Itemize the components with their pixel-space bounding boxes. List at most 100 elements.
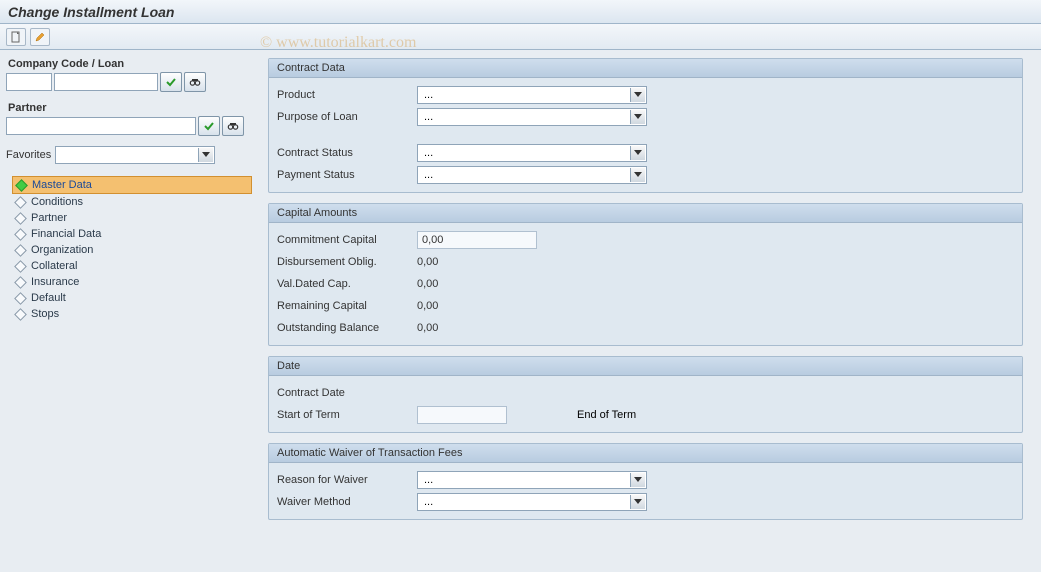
waiver-method-label: Waiver Method (277, 496, 417, 508)
waiver-reason-value: ... (424, 474, 433, 486)
nav-item-label: Master Data (32, 179, 92, 191)
left-panel: Company Code / Loan Partner (0, 50, 260, 572)
waiver-group: Automatic Waiver of Transaction Fees Rea… (268, 443, 1023, 520)
nav-item-label: Organization (31, 244, 93, 256)
nav-collateral[interactable]: Collateral (12, 258, 252, 274)
diamond-icon (14, 292, 27, 305)
contract-status-value: ... (424, 147, 433, 159)
product-value: ... (424, 89, 433, 101)
contract-status-label: Contract Status (277, 147, 417, 159)
diamond-icon (14, 276, 27, 289)
payment-status-value: ... (424, 169, 433, 181)
commitment-input[interactable] (417, 231, 537, 249)
waiver-method-value: ... (424, 496, 433, 508)
company-code-label: Company Code / Loan (6, 58, 252, 70)
nav-organization[interactable]: Organization (12, 242, 252, 258)
disbursement-value: 0,00 (417, 256, 438, 268)
favorites-row: Favorites (6, 146, 252, 164)
disbursement-label: Disbursement Oblig. (277, 256, 417, 268)
nav-default[interactable]: Default (12, 290, 252, 306)
nav-insurance[interactable]: Insurance (12, 274, 252, 290)
favorites-select[interactable] (55, 146, 215, 164)
nav-conditions[interactable]: Conditions (12, 194, 252, 210)
chevron-down-icon (202, 152, 210, 157)
capital-amounts-group: Capital Amounts Commitment Capital Disbu… (268, 203, 1023, 346)
pencil-icon (34, 31, 46, 43)
nav-item-label: Insurance (31, 276, 79, 288)
title-bar: Change Installment Loan (0, 0, 1041, 24)
contract-date-label: Contract Date (277, 387, 417, 399)
main-area: Company Code / Loan Partner (0, 50, 1041, 572)
outstanding-value: 0,00 (417, 322, 438, 334)
toolbar (0, 24, 1041, 50)
valdated-value: 0,00 (417, 278, 438, 290)
chevron-down-icon (634, 150, 642, 155)
payment-status-dropdown[interactable]: ... (417, 166, 647, 184)
date-group: Date Contract Date Start of Term End of … (268, 356, 1023, 433)
end-of-term-label: End of Term (577, 409, 636, 421)
purpose-label: Purpose of Loan (277, 111, 417, 123)
nav-item-label: Conditions (31, 196, 83, 208)
nav-stops[interactable]: Stops (12, 306, 252, 322)
new-doc-button[interactable] (6, 28, 26, 46)
nav-master-data[interactable]: Master Data (12, 176, 252, 194)
company-accept-button[interactable] (160, 72, 182, 92)
diamond-icon (14, 196, 27, 209)
waiver-header: Automatic Waiver of Transaction Fees (269, 444, 1022, 463)
chevron-down-icon (634, 499, 642, 504)
nav-list: Master Data Conditions Partner Financial… (6, 174, 252, 322)
nav-item-label: Default (31, 292, 66, 304)
purpose-dropdown[interactable]: ... (417, 108, 647, 126)
diamond-icon (14, 308, 27, 321)
partner-block: Partner (6, 102, 252, 136)
nav-item-label: Financial Data (31, 228, 101, 240)
partner-input[interactable] (6, 117, 196, 135)
company-block: Company Code / Loan (6, 58, 252, 92)
binoculars-icon (189, 76, 201, 88)
partner-accept-button[interactable] (198, 116, 220, 136)
contract-data-group: Contract Data Product ... Purpose of Loa… (268, 58, 1023, 193)
partner-label: Partner (6, 102, 252, 114)
remaining-value: 0,00 (417, 300, 438, 312)
capital-amounts-header: Capital Amounts (269, 204, 1022, 223)
partner-search-button[interactable] (222, 116, 244, 136)
waiver-reason-dropdown[interactable]: ... (417, 471, 647, 489)
diamond-icon (14, 228, 27, 241)
contract-data-header: Contract Data (269, 59, 1022, 78)
payment-status-label: Payment Status (277, 169, 417, 181)
valdated-label: Val.Dated Cap. (277, 278, 417, 290)
purpose-value: ... (424, 111, 433, 123)
diamond-icon (14, 212, 27, 225)
chevron-down-icon (634, 172, 642, 177)
waiver-method-dropdown[interactable]: ... (417, 493, 647, 511)
chevron-down-icon (634, 477, 642, 482)
start-of-term-label: Start of Term (277, 409, 417, 421)
favorites-label: Favorites (6, 149, 51, 161)
outstanding-label: Outstanding Balance (277, 322, 417, 334)
remaining-label: Remaining Capital (277, 300, 417, 312)
diamond-icon (15, 179, 28, 192)
right-panel: Contract Data Product ... Purpose of Loa… (260, 50, 1041, 572)
edit-button[interactable] (30, 28, 50, 46)
nav-financial-data[interactable]: Financial Data (12, 226, 252, 242)
chevron-down-icon (634, 92, 642, 97)
company-search-button[interactable] (184, 72, 206, 92)
commitment-label: Commitment Capital (277, 234, 417, 246)
diamond-icon (14, 260, 27, 273)
page-title: Change Installment Loan (8, 4, 174, 20)
waiver-reason-label: Reason for Waiver (277, 474, 417, 486)
start-of-term-input[interactable] (417, 406, 507, 424)
loan-number-input[interactable] (54, 73, 158, 91)
nav-partner[interactable]: Partner (12, 210, 252, 226)
company-code-input[interactable] (6, 73, 52, 91)
check-icon (203, 120, 215, 132)
product-dropdown[interactable]: ... (417, 86, 647, 104)
nav-item-label: Collateral (31, 260, 77, 272)
nav-item-label: Stops (31, 308, 59, 320)
check-icon (165, 76, 177, 88)
product-label: Product (277, 89, 417, 101)
contract-status-dropdown[interactable]: ... (417, 144, 647, 162)
date-header: Date (269, 357, 1022, 376)
chevron-down-icon (634, 114, 642, 119)
document-icon (10, 31, 22, 43)
